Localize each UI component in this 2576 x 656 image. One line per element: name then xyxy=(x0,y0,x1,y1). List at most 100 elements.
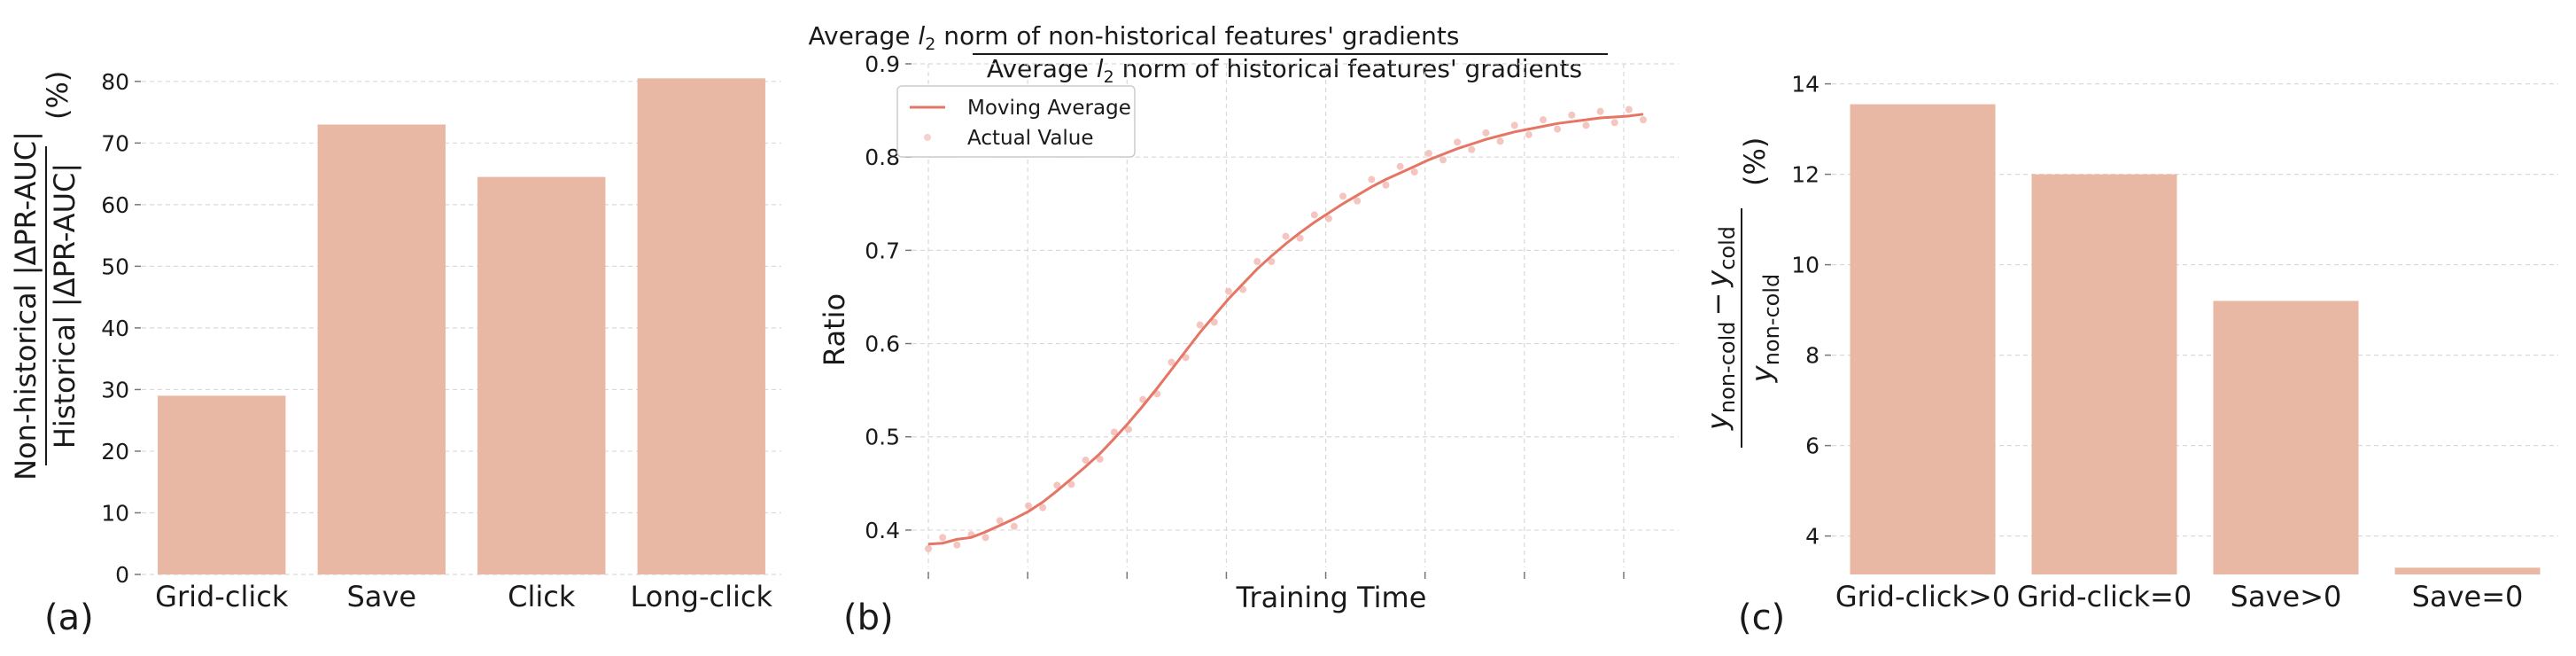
chart-a-bar xyxy=(158,395,286,574)
chart-b-title-denominator: Average l2 norm of historical features' … xyxy=(987,54,1582,87)
chart-b-x-ticks xyxy=(927,572,1625,579)
chart-b-actual-point xyxy=(1596,107,1604,115)
chart-b-actual-point xyxy=(1067,480,1075,488)
chart-b-title-numerator: Average l2 norm of non-historical featur… xyxy=(809,21,1460,54)
chart-c-bar xyxy=(1850,104,1996,575)
chart-b-actual-point xyxy=(1324,215,1332,223)
chart-b-actual-point xyxy=(1439,156,1447,164)
chart-b-x-label: Training Time xyxy=(1236,581,1427,614)
chart-a-bar xyxy=(317,124,446,574)
chart-a-y-tick-label: 40 xyxy=(101,316,129,341)
chart-b-actual-point xyxy=(1568,111,1576,119)
chart-a-y-label: Non-historical |ΔPR-AUC| Historical |ΔPR… xyxy=(9,71,81,480)
chart-a-y-tick-label: 10 xyxy=(101,500,129,526)
chart-c-y-tick-label: 6 xyxy=(1805,433,1819,459)
chart-b-actual-point xyxy=(1482,129,1490,137)
chart-c-y-label: ynon-cold−ycold ynon-cold (%) xyxy=(1701,137,1784,448)
chart-b-y-tick-label: 0.5 xyxy=(865,425,900,450)
chart-a-y-tick-label: 20 xyxy=(101,439,129,465)
chart-b-actual-point xyxy=(1625,105,1633,113)
chart-b-actual-point xyxy=(1510,121,1518,129)
chart-b-actual-point xyxy=(1239,285,1247,293)
chart-b-actual-point xyxy=(1296,234,1304,242)
chart-b-actual-point xyxy=(1282,232,1290,240)
panel-label-a: (a) xyxy=(44,597,94,638)
chart-a-bars xyxy=(158,78,765,575)
chart-b-title: Average l2 norm of non-historical featur… xyxy=(809,21,1608,87)
chart-b-actual-point xyxy=(1182,354,1190,362)
chart-a-category-label: Click xyxy=(508,580,576,613)
chart-b-actual-point xyxy=(1368,176,1376,184)
chart-b-actual-point xyxy=(1310,211,1318,219)
chart-b-actual-point xyxy=(1224,287,1232,295)
chart-b-actual-point xyxy=(953,541,961,549)
chart-b-actual-point xyxy=(939,534,947,542)
chart-b-actual-point xyxy=(1096,455,1104,463)
chart-b-actual-point xyxy=(1110,428,1118,436)
chart-a-ylabel-unit: (%) xyxy=(41,71,74,120)
chart-a-y-tick-label: 60 xyxy=(101,192,129,218)
chart-b-moving-average-line xyxy=(927,113,1644,546)
chart-b-actual-point xyxy=(1424,149,1432,157)
chart-b-legend: Moving Average Actual Value xyxy=(896,85,1136,158)
chart-c-category-label: Save=0 xyxy=(2412,580,2524,613)
chart-b-actual-point xyxy=(1410,168,1418,176)
chart-a-y-tick-label: 30 xyxy=(101,377,129,402)
chart-b-y-tick-label: 0.6 xyxy=(865,332,900,357)
chart-b-actual-point xyxy=(982,534,989,542)
chart-b-actual-point xyxy=(1168,358,1175,366)
legend-point-swatch xyxy=(924,134,931,141)
chart-a-ylabel-denominator: Historical |ΔPR-AUC| xyxy=(48,163,81,449)
chart-a: 0 10 20 30 40 50 60 70 80 Grid-click Save Click Lon… xyxy=(9,69,781,638)
chart-c-y-tick-label: 12 xyxy=(1791,162,1819,188)
chart-b-actual-point xyxy=(925,544,932,552)
chart-b-actual-point xyxy=(1253,257,1261,265)
chart-a-y-tick-label: 50 xyxy=(101,254,129,279)
chart-b-actual-point xyxy=(1525,130,1532,138)
chart-a-category-label: Grid-click xyxy=(155,580,289,613)
chart-b-actual-point xyxy=(1396,162,1404,170)
chart-c-ylabel-numerator: ynon-cold−ycold xyxy=(1701,226,1740,431)
chart-b-actual-point xyxy=(1039,504,1047,512)
chart-b-actual-point xyxy=(1053,481,1061,489)
chart-c-category-label: Grid-click=0 xyxy=(2017,580,2192,613)
chart-c-ylabel-denominator: ynon-cold xyxy=(1745,274,1784,383)
chart-b-y-label: Ratio xyxy=(818,293,851,366)
chart-b-y-ticks: 0.4 0.5 0.6 0.7 0.8 0.9 xyxy=(865,51,912,543)
chart-b: Average l2 norm of non-historical featur… xyxy=(809,21,1679,638)
chart-a-category-label: Long-click xyxy=(631,580,773,613)
chart-b-actual-point xyxy=(1382,181,1390,189)
chart-a-y-tick-label: 0 xyxy=(115,562,129,588)
chart-b-actual-point xyxy=(1196,321,1204,329)
chart-b-actual-point xyxy=(1640,116,1647,124)
chart-b-actual-point xyxy=(1468,145,1476,153)
chart-c-y-tick-label: 8 xyxy=(1805,343,1819,369)
chart-a-category-label: Save xyxy=(346,580,416,613)
panel-label-c: (c) xyxy=(1738,597,1785,638)
chart-c-bar xyxy=(2031,174,2177,574)
chart-a-y-tick-label: 80 xyxy=(101,69,129,95)
chart-c-bar xyxy=(2394,567,2541,574)
chart-c-y-tick-label: 14 xyxy=(1791,72,1819,98)
chart-c-ylabel-unit: (%) xyxy=(1738,137,1772,186)
legend-moving-average: Moving Average xyxy=(967,97,1131,120)
chart-b-actual-point xyxy=(1010,522,1018,530)
chart-b-actual-point xyxy=(1024,502,1032,510)
legend-box xyxy=(896,85,1136,158)
chart-b-actual-point xyxy=(1339,192,1347,200)
chart-b-actual-point xyxy=(1124,426,1132,433)
chart-b-actual-point xyxy=(1210,318,1218,326)
chart-b-actual-point xyxy=(1268,257,1276,265)
chart-a-bar xyxy=(477,176,606,575)
chart-c-category-label: Grid-click>0 xyxy=(1835,580,2010,613)
chart-b-actual-point xyxy=(1139,395,1147,403)
chart-b-y-tick-label: 0.7 xyxy=(865,238,900,263)
chart-b-actual-point xyxy=(1496,137,1504,145)
chart-b-y-tick-label: 0.8 xyxy=(865,144,900,170)
chart-c-y-tick-label: 10 xyxy=(1791,253,1819,278)
chart-b-actual-point xyxy=(1354,197,1362,205)
chart-b-y-tick-label: 0.9 xyxy=(865,51,900,77)
chart-a-category-labels: Grid-click Save Click Long-click xyxy=(155,580,772,613)
chart-c-category-label: Save>0 xyxy=(2231,580,2342,613)
